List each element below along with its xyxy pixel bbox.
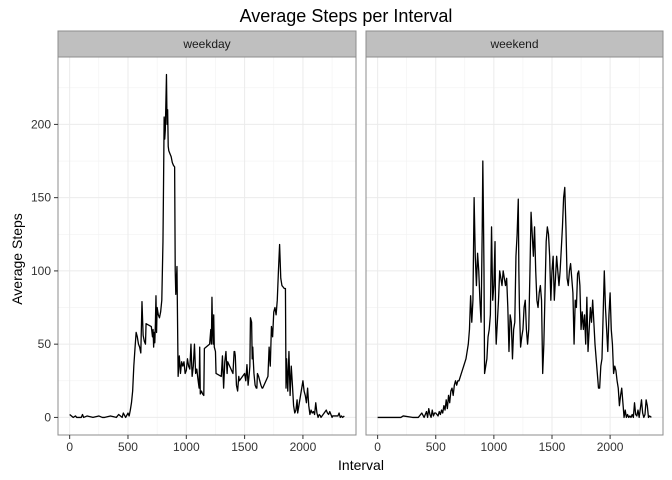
- panel-background: [366, 57, 663, 435]
- facet-panels: weekday 0 500 1000 1500 2000 0 50 100 150 200 weeke…: [31, 30, 664, 454]
- y-tick-label: 150: [31, 191, 51, 205]
- y-axis-label: Average Steps: [9, 213, 25, 305]
- x-tick-label: 1000: [173, 440, 200, 454]
- panel-background: [58, 57, 356, 435]
- panel-weekend: weekend 0 500 1000 1500 2000: [365, 30, 664, 454]
- x-tick-label: 2000: [597, 440, 624, 454]
- strip-label: weekend: [489, 37, 538, 51]
- strip-weekday: [57, 30, 357, 58]
- y-tick-label: 200: [31, 117, 51, 131]
- y-tick-label: 100: [31, 264, 51, 278]
- series-line-weekend: [377, 160, 652, 419]
- x-tick-label: 0: [374, 440, 381, 454]
- panel-weekday: weekday 0 500 1000 1500 2000 0 50 100 150 200: [31, 30, 357, 454]
- series-line-weekday: [69, 73, 345, 419]
- x-tick-label: 2000: [290, 440, 317, 454]
- y-tick-label: 0: [44, 410, 51, 424]
- x-tick-label: 1500: [231, 440, 258, 454]
- x-tick-label: 1000: [481, 440, 508, 454]
- panel-border: [57, 56, 357, 436]
- chart-title: Average Steps per Interval: [240, 6, 453, 26]
- x-tick-label: 0: [66, 440, 73, 454]
- panel-border: [365, 56, 664, 436]
- strip-label: weekday: [182, 37, 230, 51]
- x-tick-label: 500: [426, 440, 446, 454]
- y-tick-label: 50: [38, 337, 52, 351]
- x-axis-label: Interval: [338, 457, 384, 473]
- x-tick-label: 1500: [539, 440, 566, 454]
- x-tick-label: 500: [118, 440, 138, 454]
